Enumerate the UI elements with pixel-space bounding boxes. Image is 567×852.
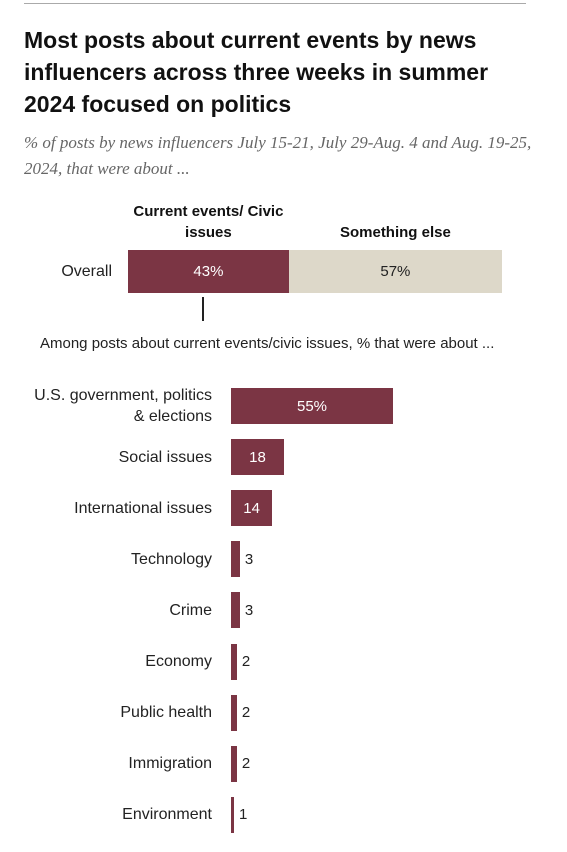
bar — [231, 541, 240, 578]
value-label: 55% — [296, 397, 328, 415]
category-label: Crime — [169, 601, 212, 619]
category-label: Economy — [145, 653, 212, 670]
value-label: 3 — [244, 601, 254, 619]
bar — [231, 796, 234, 833]
category-label: Immigration — [128, 755, 212, 773]
chart-subtitle: Among posts about current events/civic i… — [40, 335, 495, 352]
category-label: U.S. government, politics & elections — [34, 387, 212, 425]
bar — [231, 745, 237, 782]
bar-segment — [288, 250, 502, 293]
bar — [231, 490, 273, 527]
legend-label: Current events/ Civic issues — [133, 203, 284, 241]
category-label: Overall — [61, 263, 112, 280]
chart-title: Most posts about current events by news … — [24, 27, 489, 117]
category-label: Public health — [120, 704, 212, 722]
bar — [231, 694, 237, 731]
category-label: Environment — [122, 806, 212, 824]
value-label: 2 — [241, 653, 251, 670]
value-label: 14 — [243, 499, 260, 517]
connector — [202, 297, 204, 321]
bar — [231, 592, 240, 629]
chart-subtitle: % of posts by news influencers July 15-2… — [24, 133, 532, 178]
legend-label: Something else — [339, 224, 451, 241]
top-rule — [24, 3, 526, 4]
bar-segment — [128, 250, 289, 293]
value-label: 3 — [244, 550, 254, 568]
category-label: Social issues — [118, 448, 212, 466]
value-label: 57% — [380, 263, 411, 280]
bar — [231, 643, 237, 680]
value-label: 43% — [193, 263, 224, 280]
category-label: International issues — [74, 499, 212, 517]
bar — [231, 388, 393, 424]
category-label: Technology — [131, 550, 212, 568]
value-label: 2 — [241, 755, 251, 773]
value-label: 2 — [241, 704, 251, 722]
value-label: 18 — [249, 448, 266, 466]
value-label: 1 — [238, 806, 248, 824]
bar — [231, 439, 285, 476]
